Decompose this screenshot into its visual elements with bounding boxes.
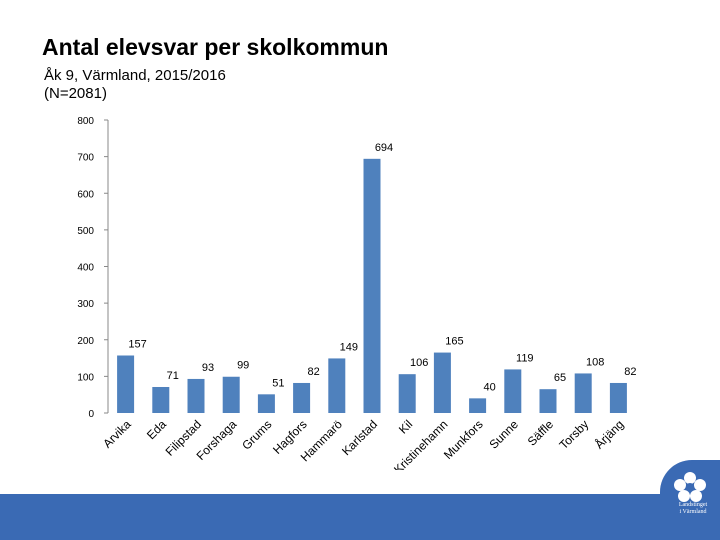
bar-grums [257, 394, 275, 413]
category-label: Säffle [525, 417, 557, 449]
logo-text: Landstinget i Värmland [668, 502, 718, 516]
y-tick-label: 600 [77, 189, 94, 200]
bar-kristinehamn [433, 352, 451, 413]
y-tick-label: 400 [77, 263, 94, 274]
bar-arvika [117, 355, 135, 413]
data-label: 149 [340, 341, 358, 353]
bar-kil [398, 374, 416, 413]
bar-karlstad [363, 158, 381, 413]
y-tick-label: 100 [77, 372, 94, 383]
data-label: 82 [307, 366, 319, 378]
bar-årjäng [609, 382, 627, 413]
footer-bar [0, 494, 720, 540]
category-label: Karlstad [339, 417, 380, 458]
category-label: Munkfors [441, 417, 486, 462]
bar-sunne [504, 369, 522, 413]
category-label: Eda [144, 417, 169, 442]
data-label: 71 [167, 370, 179, 382]
bar-säffle [539, 389, 557, 413]
bar-forshaga [222, 376, 240, 413]
data-label: 65 [554, 372, 566, 384]
bar-hammarö [328, 358, 346, 413]
slide-subtitle: Åk 9, Värmland, 2015/2016 (N=2081) [44, 67, 226, 103]
y-tick-label: 800 [77, 116, 94, 127]
data-label: 82 [624, 366, 636, 378]
data-label: 157 [128, 338, 146, 350]
subtitle-line-1: Åk 9, Värmland, 2015/2016 [44, 67, 226, 84]
bar-eda [152, 386, 170, 413]
y-tick-label: 200 [77, 336, 94, 347]
data-label: 93 [202, 362, 214, 374]
category-label: Årjäng [591, 417, 626, 452]
logo-text-line-1: Landstinget [678, 502, 708, 508]
data-label: 165 [445, 336, 463, 348]
data-label: 51 [272, 377, 284, 389]
bar-munkfors [469, 398, 487, 413]
category-label: Torsby [556, 417, 591, 452]
y-tick-label: 700 [77, 153, 94, 164]
data-label: 108 [586, 356, 604, 368]
data-label: 99 [237, 360, 249, 372]
data-label: 119 [516, 352, 534, 364]
flower-icon [674, 472, 706, 502]
category-label: Kil [396, 417, 415, 436]
logo-text-line-2: i Värmland [679, 509, 707, 515]
bar-chart: 0 100 200 300 400 500 600 700 800 157 Arvika 71 Eda 9… [77, 116, 636, 470]
data-label: 694 [375, 142, 393, 154]
category-label: Arvika [100, 417, 134, 451]
y-tick-label: 300 [77, 299, 94, 310]
category-label: Sunne [486, 417, 521, 452]
data-label: 40 [483, 381, 495, 393]
slide-title: Antal elevsvar per skolkommun [42, 34, 389, 60]
bar-torsby [574, 373, 592, 413]
subtitle-line-2: (N=2081) [44, 85, 107, 102]
bar-hagfors [293, 382, 311, 413]
y-tick-label: 0 [88, 409, 94, 420]
data-label: 106 [410, 357, 428, 369]
bar-filipstad [187, 378, 205, 413]
y-tick-label: 500 [77, 226, 94, 237]
landstinget-logo: Landstinget i Värmland [660, 460, 720, 540]
